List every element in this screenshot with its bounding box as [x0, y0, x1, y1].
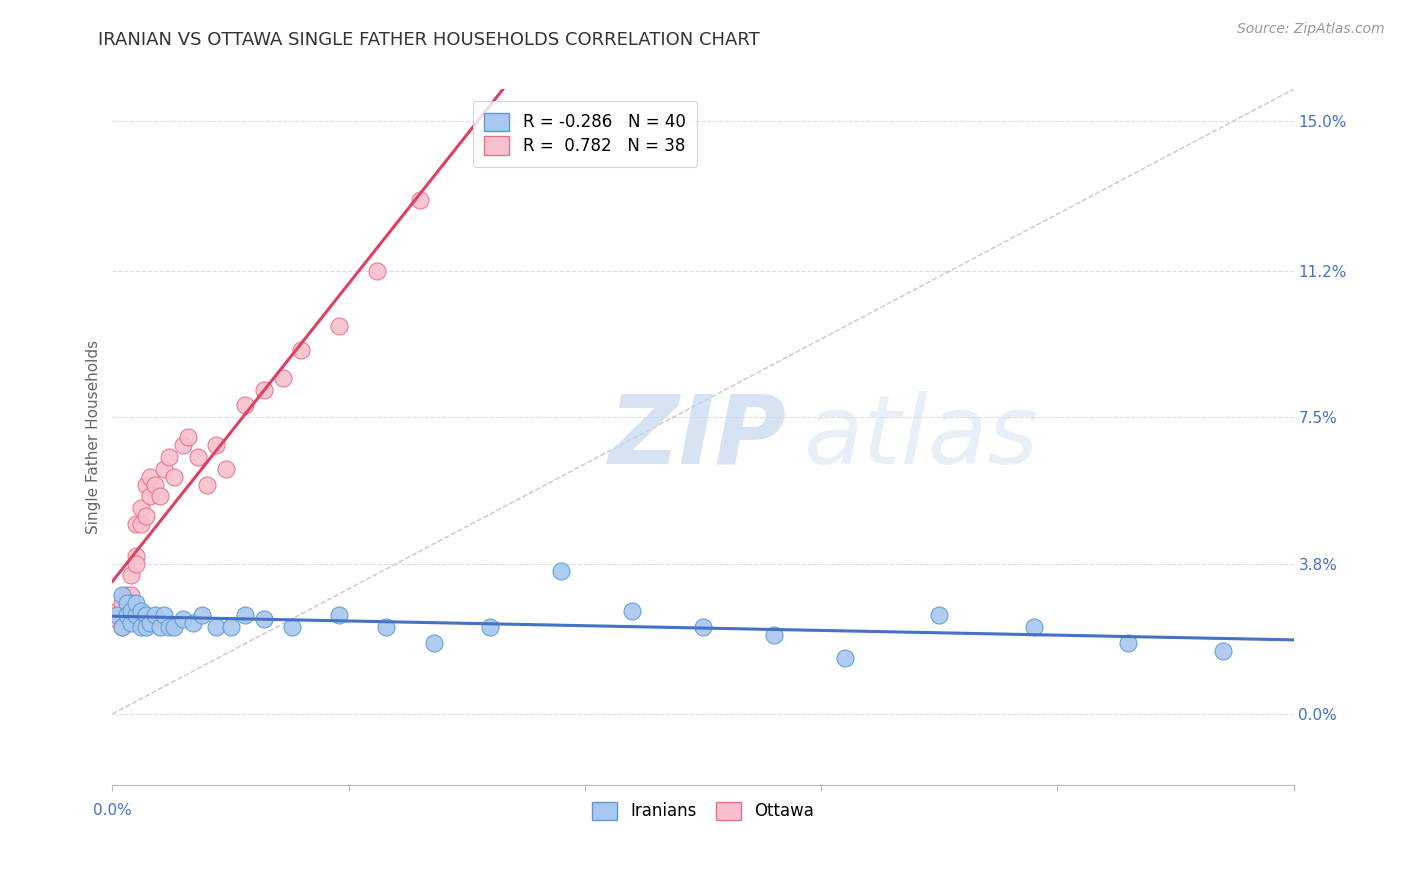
Point [115, 596, 138, 610]
Point [181, 615, 204, 630]
Point [1212, 643, 1234, 657]
Point [120, 588, 142, 602]
Text: 0.0%: 0.0% [93, 803, 132, 818]
Point [1116, 635, 1139, 649]
Point [125, 557, 148, 571]
Point [105, 604, 128, 618]
Text: IRANIAN VS OTTAWA SINGLE FATHER HOUSEHOLDS CORRELATION CHART: IRANIAN VS OTTAWA SINGLE FATHER HOUSEHOL… [98, 31, 761, 49]
Point [111, 620, 134, 634]
Point [233, 399, 256, 413]
Point [139, 615, 162, 630]
Point [157, 450, 180, 464]
Point [135, 477, 157, 491]
Point [149, 489, 172, 503]
Point [115, 607, 138, 622]
Point [366, 264, 388, 278]
Point [125, 549, 148, 563]
Point [253, 612, 276, 626]
Point [139, 469, 162, 483]
Point [163, 469, 186, 483]
Point [149, 620, 172, 634]
Point [125, 596, 148, 610]
Point [422, 635, 444, 649]
Point [271, 371, 294, 385]
Point [692, 620, 714, 634]
Point [129, 620, 152, 634]
Point [479, 620, 502, 634]
Point [153, 461, 176, 475]
Point [621, 604, 644, 618]
Text: atlas: atlas [803, 391, 1039, 483]
Point [129, 501, 152, 516]
Point [111, 607, 134, 622]
Point [762, 628, 785, 642]
Point [205, 620, 228, 634]
Point [115, 588, 138, 602]
Point [219, 620, 242, 634]
Point [195, 477, 218, 491]
Point [550, 565, 572, 579]
Point [253, 383, 276, 397]
Point [111, 596, 134, 610]
Point [233, 607, 256, 622]
Point [129, 604, 152, 618]
Point [191, 607, 214, 622]
Point [125, 607, 148, 622]
Point [205, 438, 228, 452]
Point [120, 615, 142, 630]
Y-axis label: Single Father Households: Single Father Households [86, 340, 101, 534]
Point [111, 620, 134, 634]
Point [135, 620, 157, 634]
Point [105, 612, 128, 626]
Point [143, 477, 166, 491]
Point [111, 588, 134, 602]
Point [125, 516, 148, 531]
Point [115, 607, 138, 622]
Point [172, 438, 194, 452]
Point [139, 489, 162, 503]
Point [105, 607, 128, 622]
Point [328, 319, 350, 334]
Point [177, 430, 200, 444]
Point [129, 516, 152, 531]
Point [115, 596, 138, 610]
Point [1022, 620, 1045, 634]
Point [186, 450, 208, 464]
Point [135, 509, 157, 524]
Point [172, 612, 194, 626]
Point [120, 596, 142, 610]
Text: Source: ZipAtlas.com: Source: ZipAtlas.com [1237, 22, 1385, 37]
Point [120, 604, 142, 618]
Point [928, 607, 950, 622]
Point [135, 607, 157, 622]
Point [215, 461, 238, 475]
Point [328, 607, 350, 622]
Point [163, 620, 186, 634]
Point [290, 343, 312, 357]
Point [157, 620, 180, 634]
Point [375, 620, 398, 634]
Legend: Iranians, Ottawa: Iranians, Ottawa [583, 794, 823, 829]
Text: ZIP: ZIP [609, 391, 786, 483]
Point [408, 193, 430, 207]
Point [281, 620, 304, 634]
Point [143, 607, 166, 622]
Point [153, 607, 176, 622]
Point [120, 568, 142, 582]
Point [834, 651, 856, 665]
